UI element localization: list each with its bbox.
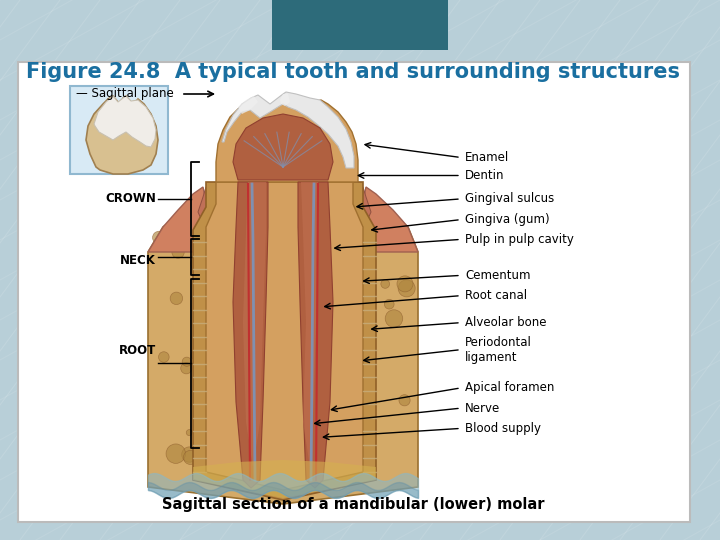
Circle shape [345, 362, 363, 380]
Circle shape [191, 351, 199, 359]
Text: ROOT: ROOT [119, 345, 156, 357]
Text: Enamel: Enamel [465, 151, 509, 164]
Text: NECK: NECK [120, 254, 156, 267]
Bar [272, 0, 448, 50]
Polygon shape [193, 460, 376, 498]
Circle shape [172, 246, 184, 258]
Circle shape [166, 444, 186, 463]
Polygon shape [148, 187, 206, 252]
Circle shape [184, 450, 198, 464]
Polygon shape [198, 187, 218, 230]
Text: Periodontal
ligament: Periodontal ligament [465, 336, 532, 363]
Text: Cementum: Cementum [465, 269, 531, 282]
Text: Pulp in pulp cavity: Pulp in pulp cavity [465, 233, 574, 246]
Polygon shape [298, 182, 333, 488]
Polygon shape [206, 182, 363, 490]
Text: CROWN: CROWN [105, 192, 156, 205]
Circle shape [349, 359, 363, 373]
Polygon shape [216, 96, 358, 182]
Circle shape [289, 459, 306, 476]
Text: Gingiva (gum): Gingiva (gum) [465, 213, 549, 226]
Circle shape [158, 352, 169, 362]
Polygon shape [351, 187, 371, 230]
Text: Root canal: Root canal [465, 289, 527, 302]
Text: Alveolar bone: Alveolar bone [465, 316, 546, 329]
Polygon shape [233, 182, 268, 488]
Circle shape [170, 292, 183, 305]
Circle shape [226, 470, 238, 482]
Circle shape [316, 456, 328, 468]
Bar [18, 62, 690, 522]
Circle shape [398, 280, 415, 297]
Circle shape [384, 299, 394, 309]
Text: Gingival sulcus: Gingival sulcus [465, 192, 554, 205]
Text: Apical foramen: Apical foramen [465, 381, 554, 394]
Text: Nerve: Nerve [465, 402, 500, 415]
Text: — Sagittal plane: — Sagittal plane [76, 87, 174, 100]
Text: Figure 24.8  A typical tooth and surrounding structures: Figure 24.8 A typical tooth and surround… [26, 62, 680, 82]
Circle shape [270, 469, 279, 477]
Circle shape [385, 310, 402, 327]
Polygon shape [280, 94, 290, 106]
Polygon shape [301, 182, 318, 467]
Circle shape [181, 447, 197, 462]
Polygon shape [363, 187, 418, 252]
Circle shape [186, 430, 192, 436]
Circle shape [209, 464, 219, 474]
Circle shape [350, 456, 363, 469]
Polygon shape [233, 114, 333, 180]
Circle shape [364, 299, 374, 309]
Polygon shape [86, 96, 158, 174]
Circle shape [399, 395, 410, 406]
Circle shape [191, 255, 207, 272]
Circle shape [361, 438, 368, 444]
Circle shape [381, 280, 390, 288]
Circle shape [364, 272, 375, 283]
Circle shape [190, 239, 204, 253]
Polygon shape [94, 96, 156, 147]
Text: Dentin: Dentin [465, 169, 505, 182]
Text: Blood supply: Blood supply [465, 422, 541, 435]
Circle shape [200, 370, 217, 388]
Polygon shape [243, 182, 266, 467]
Polygon shape [238, 96, 258, 114]
Polygon shape [193, 182, 376, 500]
Text: Sagittal section of a mandibular (lower) molar: Sagittal section of a mandibular (lower)… [162, 496, 544, 511]
Circle shape [153, 231, 166, 244]
Circle shape [199, 399, 212, 413]
Circle shape [397, 276, 413, 292]
Bar [70, 86, 168, 174]
Circle shape [350, 305, 366, 321]
Polygon shape [222, 92, 354, 168]
Circle shape [182, 357, 192, 366]
Circle shape [181, 363, 192, 374]
Polygon shape [148, 212, 418, 504]
